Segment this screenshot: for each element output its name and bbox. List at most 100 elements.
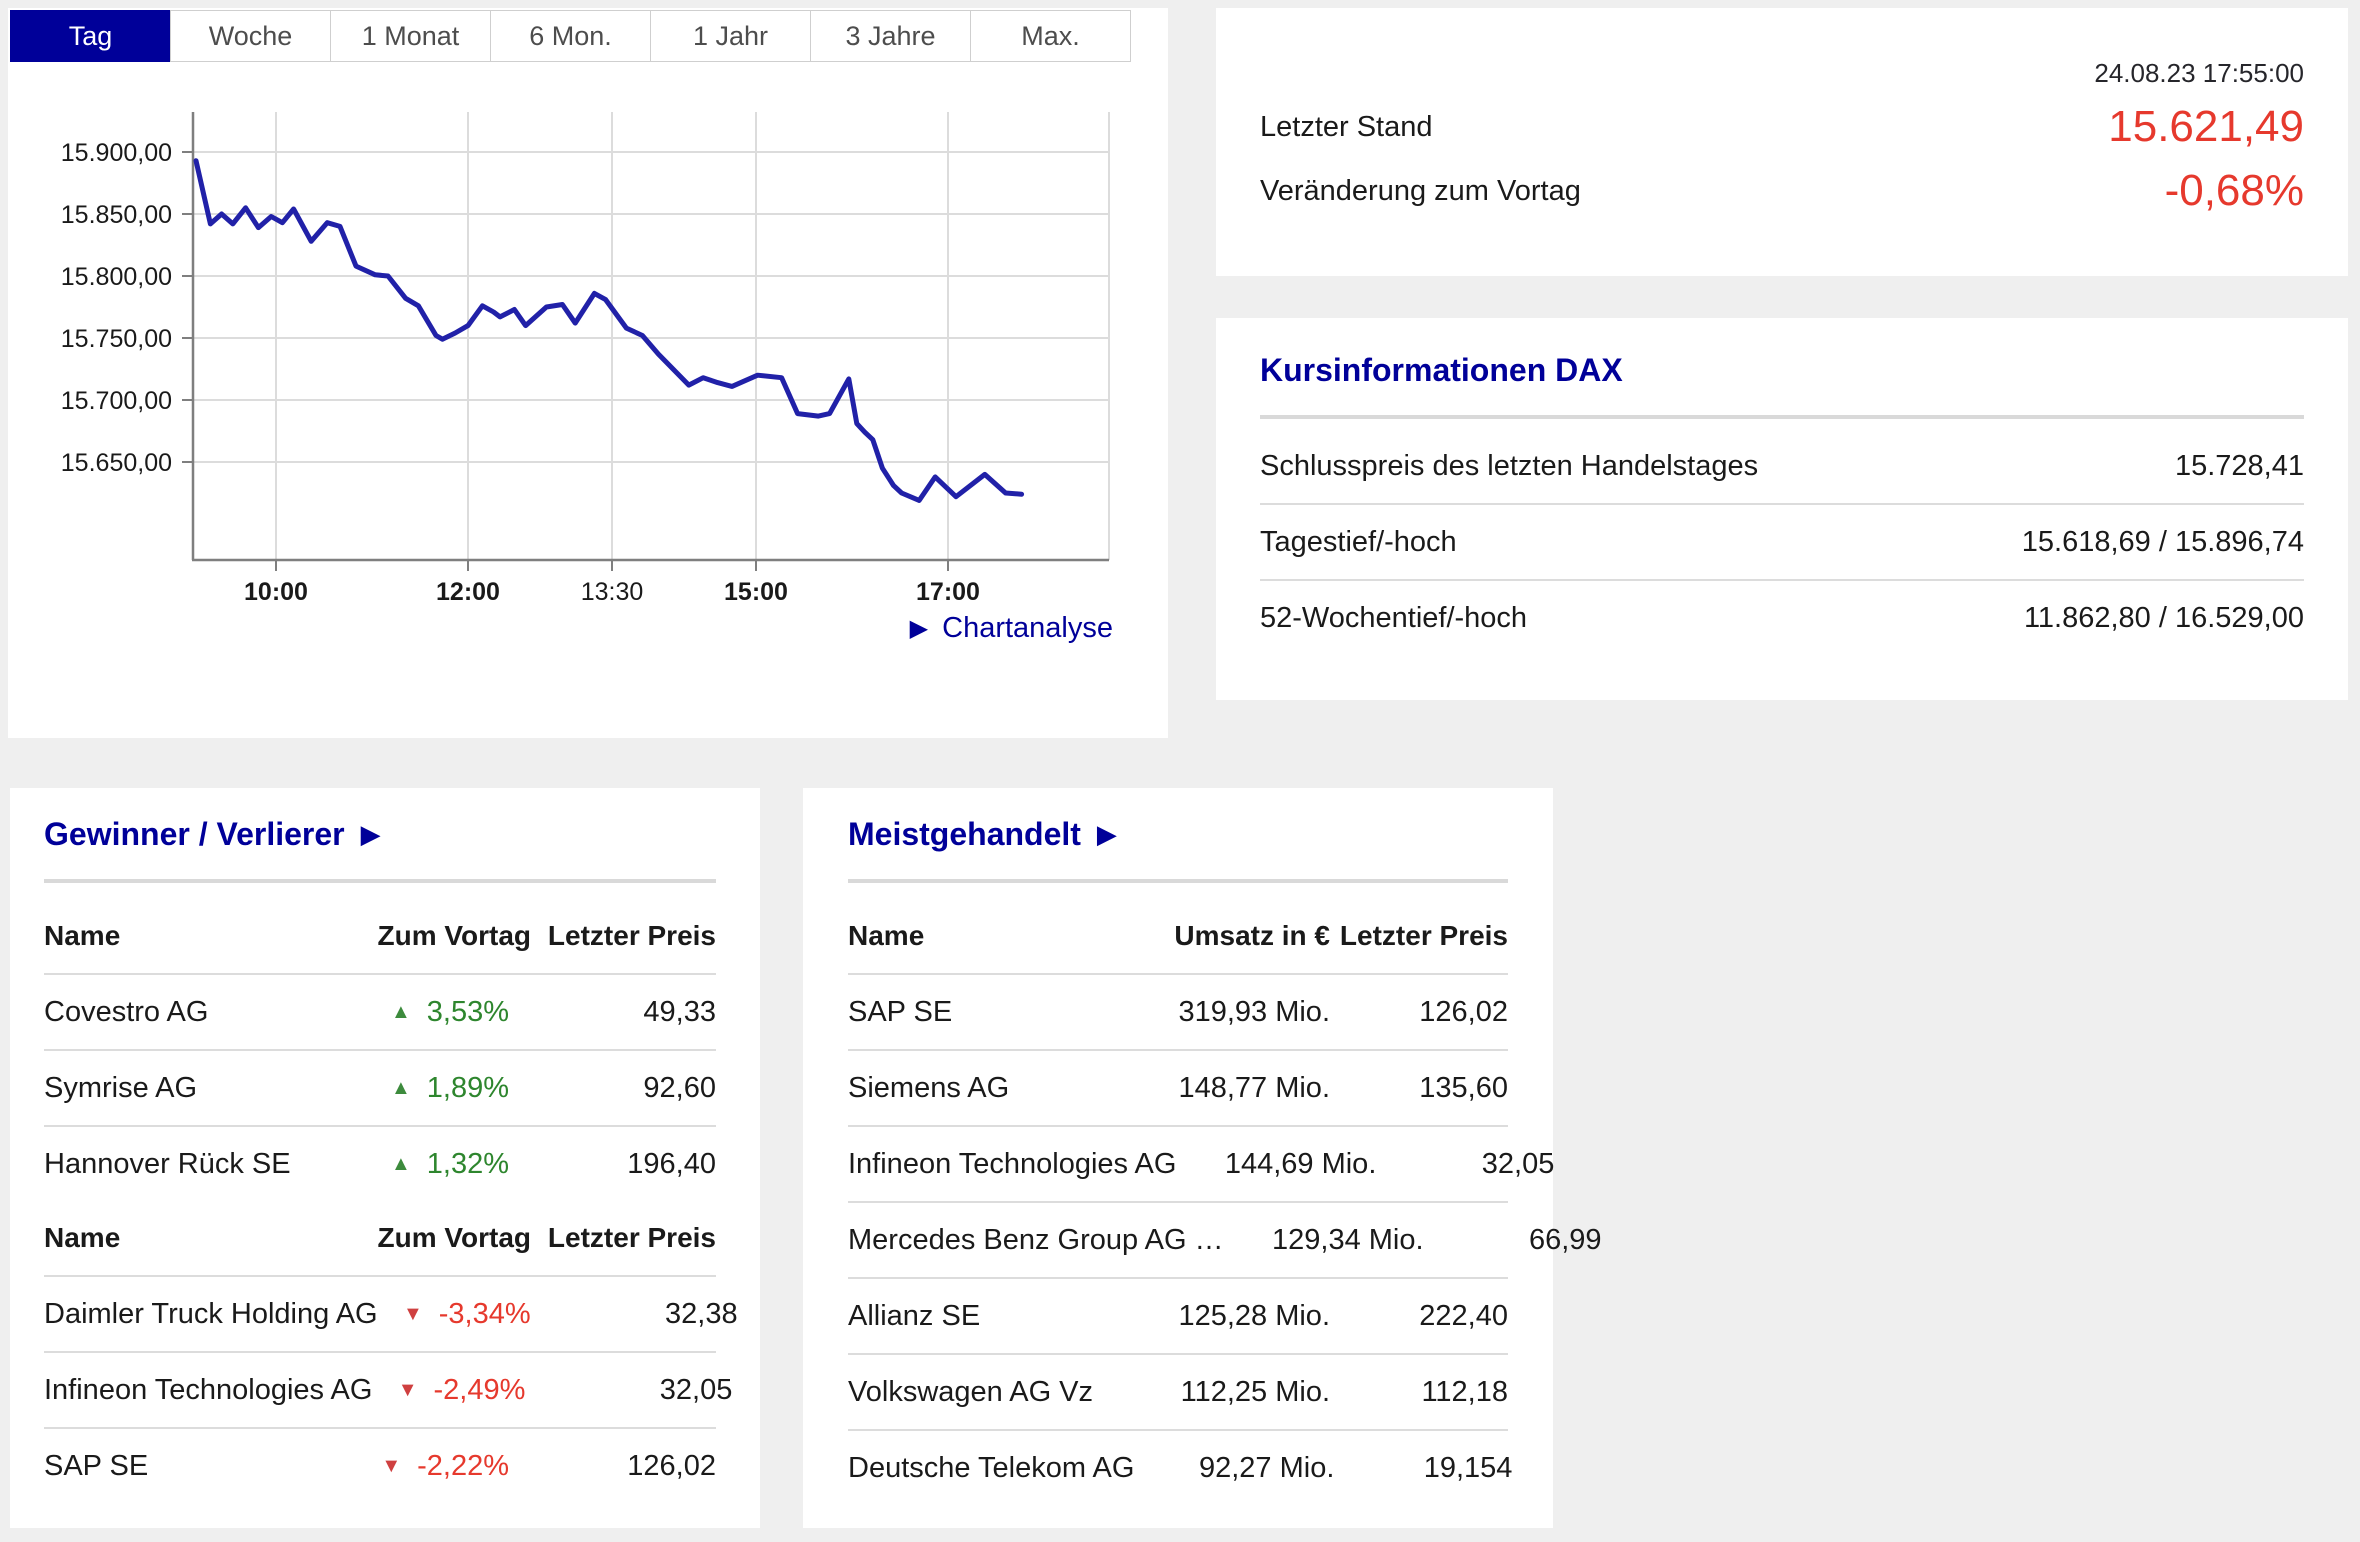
cell-mid: Zum Vortag [377,920,531,951]
cell-name: Infineon Technologies AG [44,1373,373,1406]
svg-text:15.800,00: 15.800,00 [61,263,172,291]
table-row[interactable]: Allianz SE 125,28 Mio. 222,40 [848,1279,1508,1355]
gridlines [193,112,1110,560]
meistgehandelt-panel: Meistgehandelt ▶ Name Umsatz in € Letzter … [803,788,1602,1528]
cell-name: SAP SE [44,1449,149,1482]
chartanalyse-link[interactable]: ▶ Chartanalyse [910,612,1113,645]
cell-price: Letzter Preis [547,920,716,951]
kursinfo-row-label: 52-Wochentief/-hoch [1260,601,1528,634]
x-tick-labels: 10:00 12:00 13:30 15:00 17:00 [244,578,980,606]
cell-price: Letzter Preis [547,1222,716,1253]
table-row[interactable]: Daimler Truck Holding AG ▼ -3,34% 32,38 [44,1277,738,1353]
change-value: -0,68% [2164,166,2304,215]
change-percent: 1,32% [426,1147,509,1180]
cell-mid: 112,25 Mio. [1180,1375,1330,1408]
divider [1260,415,2304,419]
tab-max-[interactable]: Max. [970,10,1131,62]
cell-name: Name [44,920,121,951]
cell-name: Name [44,1222,121,1253]
change-down-icon: ▼ [402,1303,423,1325]
svg-text:13:30: 13:30 [581,578,644,606]
kursinfo-row: Schlusspreis des letzten Handelstages 15… [1260,429,2304,505]
quote-panel: 24.08.23 17:55:00 Letzter Stand 15.621,4… [1216,8,2348,276]
change-up-icon: ▲ [390,1077,411,1099]
table-row[interactable]: Infineon Technologies AG ▼ -2,49% 32,05 [44,1353,732,1429]
last-price-value: 15.621,49 [2108,102,2304,151]
price-line [193,158,1025,503]
cell-mid: ▼ -2,49% [372,1374,547,1407]
kursinfo-panel: Kursinformationen DAX Schlusspreis des l… [1216,318,2348,700]
meistgehandelt-title[interactable]: Meistgehandelt ▶ [848,816,1508,853]
table-row[interactable]: SAP SE ▼ -2,22% 126,02 [44,1429,716,1503]
cell-name: Symrise AG [44,1071,198,1104]
cell-mid: ▼ -3,34% [378,1298,553,1331]
table-row[interactable]: Symrise AG ▲ 1,89% 92,60 [44,1051,716,1127]
table-row[interactable]: Volkswagen AG Vz 112,25 Mio. 112,18 [848,1355,1508,1431]
cell-price: 135,60 [1419,1071,1508,1104]
cell-price: 126,02 [1419,995,1508,1028]
gewinner-title-label: Gewinner / Verlierer [44,816,345,852]
cell-price: 32,38 [665,1297,738,1330]
table-header-row: Name Umsatz in € Letzter Preis [848,899,1508,975]
tab-3-jahre[interactable]: 3 Jahre [810,10,971,62]
axes [182,112,1109,571]
table-header-row: Name Zum Vortag Letzter Preis [44,899,716,975]
change-down-icon: ▼ [397,1379,418,1401]
table-row[interactable]: Deutsche Telekom AG 92,27 Mio. 19,154 [848,1431,1512,1505]
change-up-icon: ▲ [390,1001,411,1023]
cell-mid: 129,34 Mio. [1272,1223,1424,1256]
change-up-icon: ▲ [390,1153,411,1175]
change-percent: -3,34% [438,1297,531,1330]
divider [44,879,716,883]
change-row: Veränderung zum Vortag -0,68% [1260,165,2304,217]
cell-name: Name [848,920,925,951]
tab-tag[interactable]: Tag [10,10,171,62]
svg-text:15:00: 15:00 [724,578,788,606]
cell-name: Deutsche Telekom AG [848,1451,1135,1484]
cell-name: Hannover Rück SE [44,1147,291,1180]
cell-name: SAP SE [848,995,953,1028]
table-row[interactable]: SAP SE 319,93 Mio. 126,02 [848,975,1508,1051]
cell-mid: ▲ 1,89% [356,1072,531,1105]
kursinfo-row-value: 15.728,41 [2174,449,2304,482]
cell-name: Daimler Truck Holding AG [44,1297,378,1330]
tab-6-mon-[interactable]: 6 Mon. [490,10,651,62]
gewinner-title[interactable]: Gewinner / Verlierer ▶ [44,816,716,853]
cell-name: Mercedes Benz Group AG … [848,1223,1224,1256]
change-percent: 1,89% [426,1071,509,1104]
gewinner-table: Name Zum Vortag Letzter Preis Covestro AG ▲ 3… [44,899,738,1503]
cell-price: Letzter Preis [1339,920,1508,951]
cell-price: 126,02 [627,1449,716,1482]
table-row[interactable]: Hannover Rück SE ▲ 1,32% 196,40 [44,1127,716,1201]
table-row[interactable]: Mercedes Benz Group AG … 129,34 Mio. 66,99 [848,1203,1602,1279]
cell-mid: 92,27 Mio. [1198,1451,1335,1484]
cell-name: Infineon Technologies AG [848,1147,1177,1180]
svg-text:15.700,00: 15.700,00 [61,387,172,415]
kursinfo-row-label: Schlusspreis des letzten Handelstages [1260,449,1759,482]
kursinfo-rows: Schlusspreis des letzten Handelstages 15… [1260,429,2304,655]
table-row[interactable]: Covestro AG ▲ 3,53% 49,33 [44,975,716,1051]
cell-name: Volkswagen AG Vz [848,1375,1094,1408]
change-percent: 3,53% [426,995,509,1028]
dax-intraday-chart: 15.900,00 15.850,00 15.800,00 15.750,00 15.7… [61,112,1110,606]
cell-mid: 144,69 Mio. [1224,1147,1377,1180]
cell-price: 19,154 [1423,1451,1513,1484]
cell-price: 32,05 [1481,1147,1555,1180]
svg-text:15.900,00: 15.900,00 [61,139,172,167]
table-row[interactable]: Infineon Technologies AG 144,69 Mio. 32,05 [848,1127,1554,1203]
cell-name: Covestro AG [44,995,209,1028]
cell-price: 222,40 [1419,1299,1508,1332]
cell-name: Siemens AG [848,1071,1010,1104]
change-percent: -2,49% [433,1373,526,1406]
last-price-label: Letzter Stand [1260,110,1433,143]
cell-name: Allianz SE [848,1299,981,1332]
tab-1-monat[interactable]: 1 Monat [330,10,491,62]
table-row[interactable]: Siemens AG 148,77 Mio. 135,60 [848,1051,1508,1127]
cell-price: 112,18 [1421,1375,1508,1408]
tab-1-jahr[interactable]: 1 Jahr [650,10,811,62]
play-right-icon: ▶ [1096,819,1117,849]
meistgehandelt-title-label: Meistgehandelt [848,816,1081,852]
svg-text:12:00: 12:00 [436,578,500,606]
timerange-tabbar: Tag Woche 1 Monat 6 Mon. 1 Jahr 3 Jahre Max. [10,10,1131,62]
tab-woche[interactable]: Woche [170,10,331,62]
